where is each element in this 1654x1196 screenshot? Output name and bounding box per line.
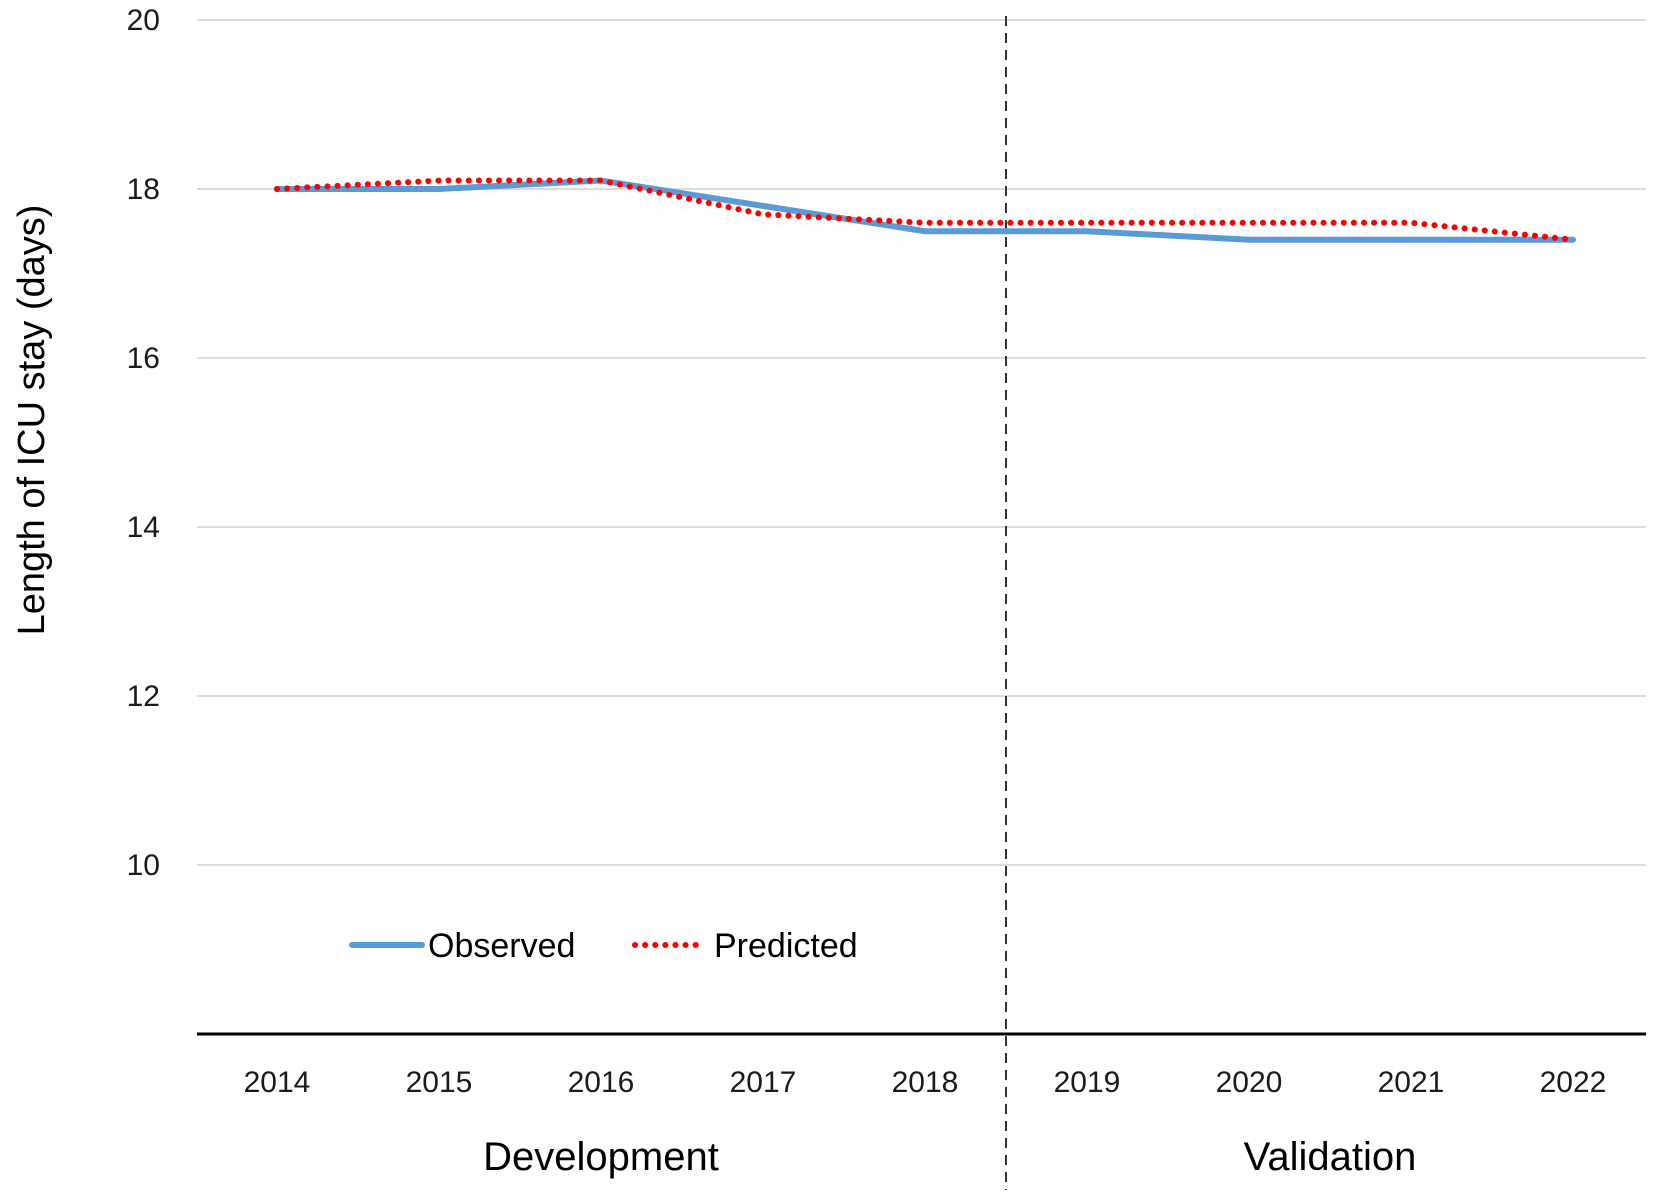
x-tick-label: 2022 — [1540, 1066, 1607, 1099]
legend-label-predicted: Predicted — [714, 927, 858, 965]
gridlines — [197, 19, 1646, 866]
x-tick-label: 2014 — [244, 1066, 311, 1099]
series-line-observed — [274, 177, 1576, 243]
x-tick-label: 2018 — [892, 1066, 959, 1099]
x-axis-ticks: 2014 2015 2016 2017 2018 2019 2020 2021 2022 — [244, 1066, 1607, 1099]
y-axis-ticks: 10 12 14 16 18 20 — [127, 4, 160, 882]
series — [274, 177, 1576, 243]
x-tick-label: 2017 — [730, 1066, 797, 1099]
x-tick-label: 2019 — [1054, 1066, 1121, 1099]
group-label-validation: Validation — [1244, 1135, 1417, 1179]
legend-label-observed: Observed — [428, 927, 575, 965]
x-tick-label: 2020 — [1216, 1066, 1283, 1099]
y-tick-label: 14 — [127, 511, 160, 544]
y-tick-label: 16 — [127, 342, 160, 375]
x-tick-label: 2015 — [406, 1066, 473, 1099]
y-tick-label: 12 — [127, 680, 160, 713]
y-tick-label: 20 — [127, 4, 160, 37]
y-axis-title: Length of ICU stay (days) — [11, 205, 53, 636]
y-tick-label: 18 — [127, 173, 160, 206]
x-tick-label: 2016 — [568, 1066, 635, 1099]
y-tick-label: 10 — [127, 849, 160, 882]
group-label-development: Development — [483, 1135, 719, 1179]
legend: Observed Predicted — [349, 927, 858, 965]
x-tick-label: 2021 — [1378, 1066, 1445, 1099]
